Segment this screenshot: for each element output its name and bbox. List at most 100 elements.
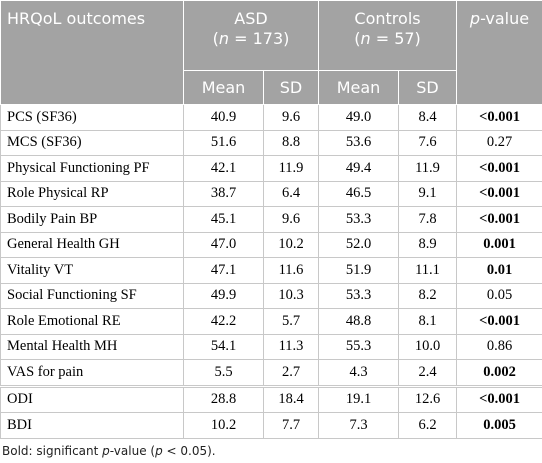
- p-value: <0.001: [457, 386, 542, 413]
- cell-value: 11.1: [399, 258, 457, 284]
- cell-value: 9.6: [264, 105, 319, 131]
- p-value: 0.005: [457, 413, 542, 439]
- footnote-text: -value (: [110, 444, 155, 458]
- cell-value: 52.0: [319, 232, 399, 258]
- cell-value: 40.9: [184, 105, 264, 131]
- cell-value: 51.6: [184, 130, 264, 156]
- row-label: PCS (SF36): [1, 105, 184, 131]
- cell-value: 8.2: [399, 283, 457, 309]
- cell-value: 8.8: [264, 130, 319, 156]
- p-value: 0.27: [457, 130, 542, 156]
- cell-value: 8.9: [399, 232, 457, 258]
- cell-value: 11.6: [264, 258, 319, 284]
- cell-value: 11.9: [264, 156, 319, 182]
- cell-value: 4.3: [319, 360, 399, 387]
- header-sub: SD: [264, 71, 319, 105]
- cell-value: 42.2: [184, 309, 264, 335]
- cell-value: 8.1: [399, 309, 457, 335]
- footnote-text: p: [155, 444, 163, 458]
- cell-value: 2.4: [399, 360, 457, 387]
- cell-value: 51.9: [319, 258, 399, 284]
- cell-value: 5.5: [184, 360, 264, 387]
- cell-value: 55.3: [319, 334, 399, 360]
- header-sub: SD: [399, 71, 457, 105]
- group-label: Controls: [354, 9, 420, 28]
- cell-value: 19.1: [319, 386, 399, 413]
- row-label: VAS for pain: [1, 360, 184, 387]
- cell-value: 10.0: [399, 334, 457, 360]
- cell-value: 7.8: [399, 207, 457, 233]
- cell-value: 54.1: [184, 334, 264, 360]
- cell-value: 9.1: [399, 181, 457, 207]
- header-p: p-value: [457, 1, 542, 105]
- row-label: MCS (SF36): [1, 130, 184, 156]
- cell-value: 2.7: [264, 360, 319, 387]
- row-label: Bodily Pain BP: [1, 207, 184, 233]
- cell-value: 10.2: [264, 232, 319, 258]
- page: HRQoL outcomes ASD(n = 173) Controls(n =…: [0, 0, 542, 449]
- row-label: Vitality VT: [1, 258, 184, 284]
- p-var: p: [470, 9, 480, 28]
- group-n: = 173): [229, 29, 289, 48]
- cell-value: 10.2: [184, 413, 264, 439]
- cell-value: 9.6: [264, 207, 319, 233]
- cell-value: 10.3: [264, 283, 319, 309]
- p-value: <0.001: [457, 181, 542, 207]
- cell-value: 5.7: [264, 309, 319, 335]
- p-value: 0.01: [457, 258, 542, 284]
- p-value: <0.001: [457, 105, 542, 131]
- row-label: Role Emotional RE: [1, 309, 184, 335]
- cell-value: 18.4: [264, 386, 319, 413]
- footnote-text: Bold: significant: [2, 444, 102, 458]
- header-outcome: HRQoL outcomes: [1, 1, 184, 105]
- cell-value: 46.5: [319, 181, 399, 207]
- p-value: 0.002: [457, 360, 542, 387]
- group-n: n: [360, 29, 370, 48]
- header-group: ASD(n = 173): [184, 1, 319, 71]
- cell-value: 53.6: [319, 130, 399, 156]
- cell-value: 49.0: [319, 105, 399, 131]
- p-value: <0.001: [457, 309, 542, 335]
- footnote-text: < 0.05).: [163, 444, 216, 458]
- cell-value: 6.2: [399, 413, 457, 439]
- cell-value: 11.3: [264, 334, 319, 360]
- p-value: <0.001: [457, 156, 542, 182]
- cell-value: 6.4: [264, 181, 319, 207]
- cell-value: 12.6: [399, 386, 457, 413]
- row-label: Physical Functioning PF: [1, 156, 184, 182]
- header-group: Controls(n = 57): [319, 1, 457, 71]
- header-sub: Mean: [319, 71, 399, 105]
- cell-value: 7.7: [264, 413, 319, 439]
- group-label: ASD: [234, 9, 267, 28]
- cell-value: 8.4: [399, 105, 457, 131]
- footnote-text: p: [102, 444, 110, 458]
- p-value: <0.001: [457, 207, 542, 233]
- cell-value: 11.9: [399, 156, 457, 182]
- cell-value: 53.3: [319, 283, 399, 309]
- row-label: General Health GH: [1, 232, 184, 258]
- cell-value: 42.1: [184, 156, 264, 182]
- row-label: BDI: [1, 413, 184, 439]
- group-n: n: [219, 29, 229, 48]
- cell-value: 7.6: [399, 130, 457, 156]
- cell-value: 28.8: [184, 386, 264, 413]
- p-rest: -value: [480, 9, 529, 28]
- cell-value: 49.9: [184, 283, 264, 309]
- footnote: Bold: significant p-value (p < 0.05).: [0, 439, 542, 463]
- cell-value: 48.8: [319, 309, 399, 335]
- p-value: 0.05: [457, 283, 542, 309]
- cell-value: 49.4: [319, 156, 399, 182]
